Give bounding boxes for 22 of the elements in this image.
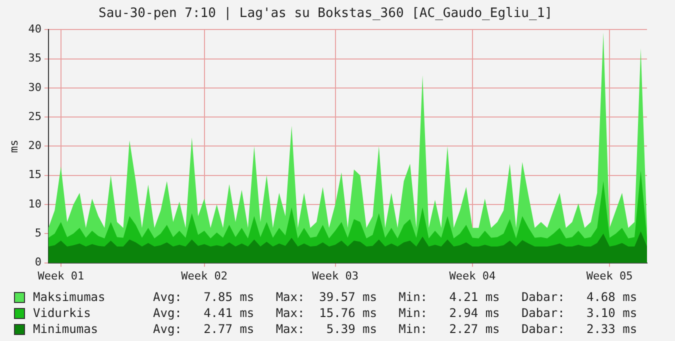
y-tick-label: 25 [28, 110, 42, 123]
y-tick-label: 5 [34, 226, 42, 240]
y-tick-label: 20 [28, 139, 42, 152]
x-tick-label: Week 03 [312, 269, 358, 282]
x-tick-label: Week 04 [449, 269, 496, 282]
y-tick-label: 15 [28, 168, 42, 182]
x-tick-label: Week 01 [38, 269, 84, 282]
x-tick-label: Week 02 [181, 269, 228, 282]
y-tick-label: 30 [28, 80, 42, 94]
legend-label: Minimumas [33, 322, 100, 336]
chart-title: Sau-30-pen 7:10 | Lag'as su Bokstas_360 [AC_Gaudo_Egliu_1] [98, 6, 552, 22]
text: Avg: 7.85 ms Max: 39.57 ms Min: 4.21 ms Dabar: 4.68 ms [153, 290, 638, 304]
y-axis-title: ms [7, 140, 20, 153]
legend-label: Maksimumas [33, 290, 106, 304]
legend-label: Vidurkis [33, 306, 92, 320]
y-tick-label: 35 [28, 52, 42, 65]
text: Avg: 4.41 ms Max: 15.76 ms Min: 2.94 ms Dabar: 3.10 ms [153, 306, 638, 320]
x-tick-label: Week 05 [586, 269, 633, 282]
y-tick-label: 0 [34, 256, 42, 269]
y-tick-label: 10 [28, 197, 42, 210]
y-tick-label: 40 [28, 22, 42, 36]
text: Avg: 2.77 ms Max: 5.39 ms Min: 2.27 ms Dabar: 2.33 ms [153, 322, 638, 336]
